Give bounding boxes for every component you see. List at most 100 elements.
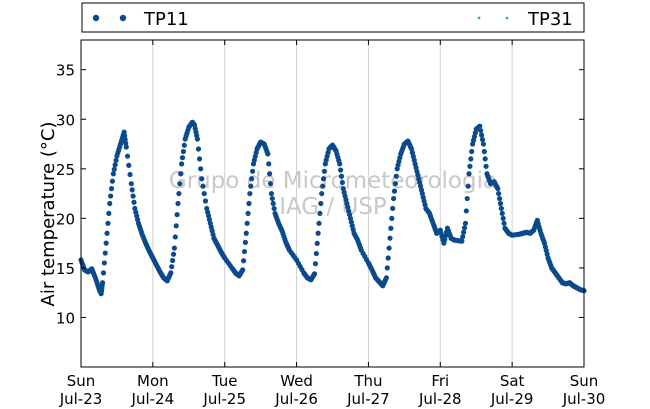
point-tp11-184 <box>243 230 249 236</box>
point-tp11-107 <box>170 251 177 257</box>
point-tp11-57 <box>124 153 131 159</box>
y-tick-label-3: 25 <box>56 161 75 179</box>
point-tp11-434 <box>482 156 488 162</box>
point-tp11-453 <box>499 210 505 217</box>
point-tp11-410 <box>461 229 467 235</box>
legend-marker-tp31-b <box>505 16 509 20</box>
point-tp11-118 <box>180 148 186 155</box>
point-tp11-254 <box>313 250 319 257</box>
point-tp11-261 <box>320 183 326 189</box>
point-tp11-259 <box>318 200 324 207</box>
legend: TP11 TP31 <box>81 2 585 33</box>
point-tp11-212 <box>268 190 275 197</box>
data-points <box>78 119 587 297</box>
point-tp11-191 <box>249 168 256 174</box>
point-tp11-139 <box>198 166 204 172</box>
point-tp11-258 <box>317 210 323 217</box>
point-tp11-36 <box>107 200 113 207</box>
point-tp11-416 <box>466 171 472 177</box>
point-tp11-30 <box>101 260 107 266</box>
point-tp11-454 <box>500 215 506 221</box>
point-tp11-210 <box>267 171 273 177</box>
point-tp11-452 <box>498 205 504 212</box>
point-tp11-328 <box>383 275 389 281</box>
point-tp11-429 <box>478 128 484 134</box>
x-tick-day-3: Wed <box>280 372 313 390</box>
point-tp11-448 <box>495 186 501 192</box>
watermark: Grupo de Micrometeorologia IAG / USP <box>169 168 497 220</box>
y-tick-label-1: 15 <box>56 260 75 278</box>
x-tick-day-1: Mon <box>137 372 169 390</box>
x-tick-date-5: Jul-28 <box>418 390 462 408</box>
point-tp11-415 <box>465 183 471 189</box>
point-tp11-137 <box>195 146 202 152</box>
point-tp11-408 <box>459 238 465 244</box>
point-tp11-37 <box>108 193 114 199</box>
point-tp11-138 <box>196 156 203 162</box>
point-tp11-431 <box>479 136 486 143</box>
point-tp11-419 <box>469 148 475 155</box>
point-tp11-112 <box>175 200 181 207</box>
point-tp11-215 <box>271 205 277 212</box>
point-tp11-109 <box>172 234 178 240</box>
point-tp11-108 <box>171 245 178 251</box>
point-tp11-282 <box>338 173 345 179</box>
x-tick-day-0: Sun <box>67 372 96 390</box>
point-tp11-115 <box>178 171 184 177</box>
point-tp11-111 <box>174 212 180 218</box>
x-tick-date-4: Jul-27 <box>346 390 390 408</box>
point-tp11-56 <box>123 144 129 150</box>
point-tp11-255 <box>314 240 320 246</box>
x-axis: SunJul-23MonJul-24TueJul-25WedJul-26ThuJ… <box>59 40 605 408</box>
point-tp11-188 <box>247 190 253 197</box>
point-tp11-58 <box>126 162 132 168</box>
point-tp11-450 <box>496 195 503 202</box>
x-tick-date-3: Jul-26 <box>274 390 318 408</box>
point-tp11-34 <box>105 220 111 226</box>
point-tp11-113 <box>176 190 182 197</box>
x-gridlines <box>152 40 513 367</box>
point-tp11-281 <box>337 167 344 173</box>
point-tp11-331 <box>386 245 392 251</box>
point-tp11-28 <box>99 280 106 286</box>
point-tp11-183 <box>242 239 248 245</box>
point-tp11-190 <box>249 176 255 182</box>
point-tp11-252 <box>311 271 318 277</box>
y-tick-label-0: 10 <box>56 309 75 327</box>
point-tp11-180 <box>240 267 246 273</box>
point-tp11-116 <box>179 161 185 167</box>
x-tick-day-6: Sat <box>500 372 525 390</box>
point-tp11-280 <box>337 161 343 167</box>
y-tick-label-5: 35 <box>56 62 75 80</box>
point-tp11-412 <box>462 220 469 226</box>
x-tick-day-4: Thu <box>353 372 382 390</box>
point-tp11-336 <box>390 195 397 202</box>
x-tick-day-5: Fri <box>431 372 449 390</box>
point-tp11-186 <box>245 210 251 217</box>
legend-frame <box>81 2 585 33</box>
point-tp11-329 <box>384 265 390 271</box>
point-tp11-432 <box>480 141 486 147</box>
point-tp11-181 <box>240 258 247 264</box>
point-tp11-449 <box>496 190 502 197</box>
point-tp11-428 <box>477 123 483 129</box>
point-tp11-337 <box>391 188 398 194</box>
point-tp11-35 <box>106 210 112 217</box>
point-tp11-208 <box>265 151 271 157</box>
point-tp11-334 <box>389 215 395 221</box>
point-tp11-283 <box>339 179 345 186</box>
point-tp11-430 <box>479 132 485 138</box>
point-tp11-110 <box>173 223 179 229</box>
point-tp11-59 <box>127 171 133 178</box>
point-tp11-185 <box>244 220 250 226</box>
y-axis-label: Air temperature (°C) <box>38 122 59 307</box>
point-tp11-411 <box>461 225 468 231</box>
point-tp11-42 <box>112 162 118 168</box>
point-tp11-451 <box>497 200 504 207</box>
point-tp11-414 <box>464 195 470 202</box>
point-tp11-29 <box>100 270 107 276</box>
point-tp11-214 <box>270 200 276 207</box>
x-tick-day-7: Sun <box>570 372 599 390</box>
point-tp11-143 <box>202 198 209 204</box>
point-tp11-38 <box>108 186 115 192</box>
